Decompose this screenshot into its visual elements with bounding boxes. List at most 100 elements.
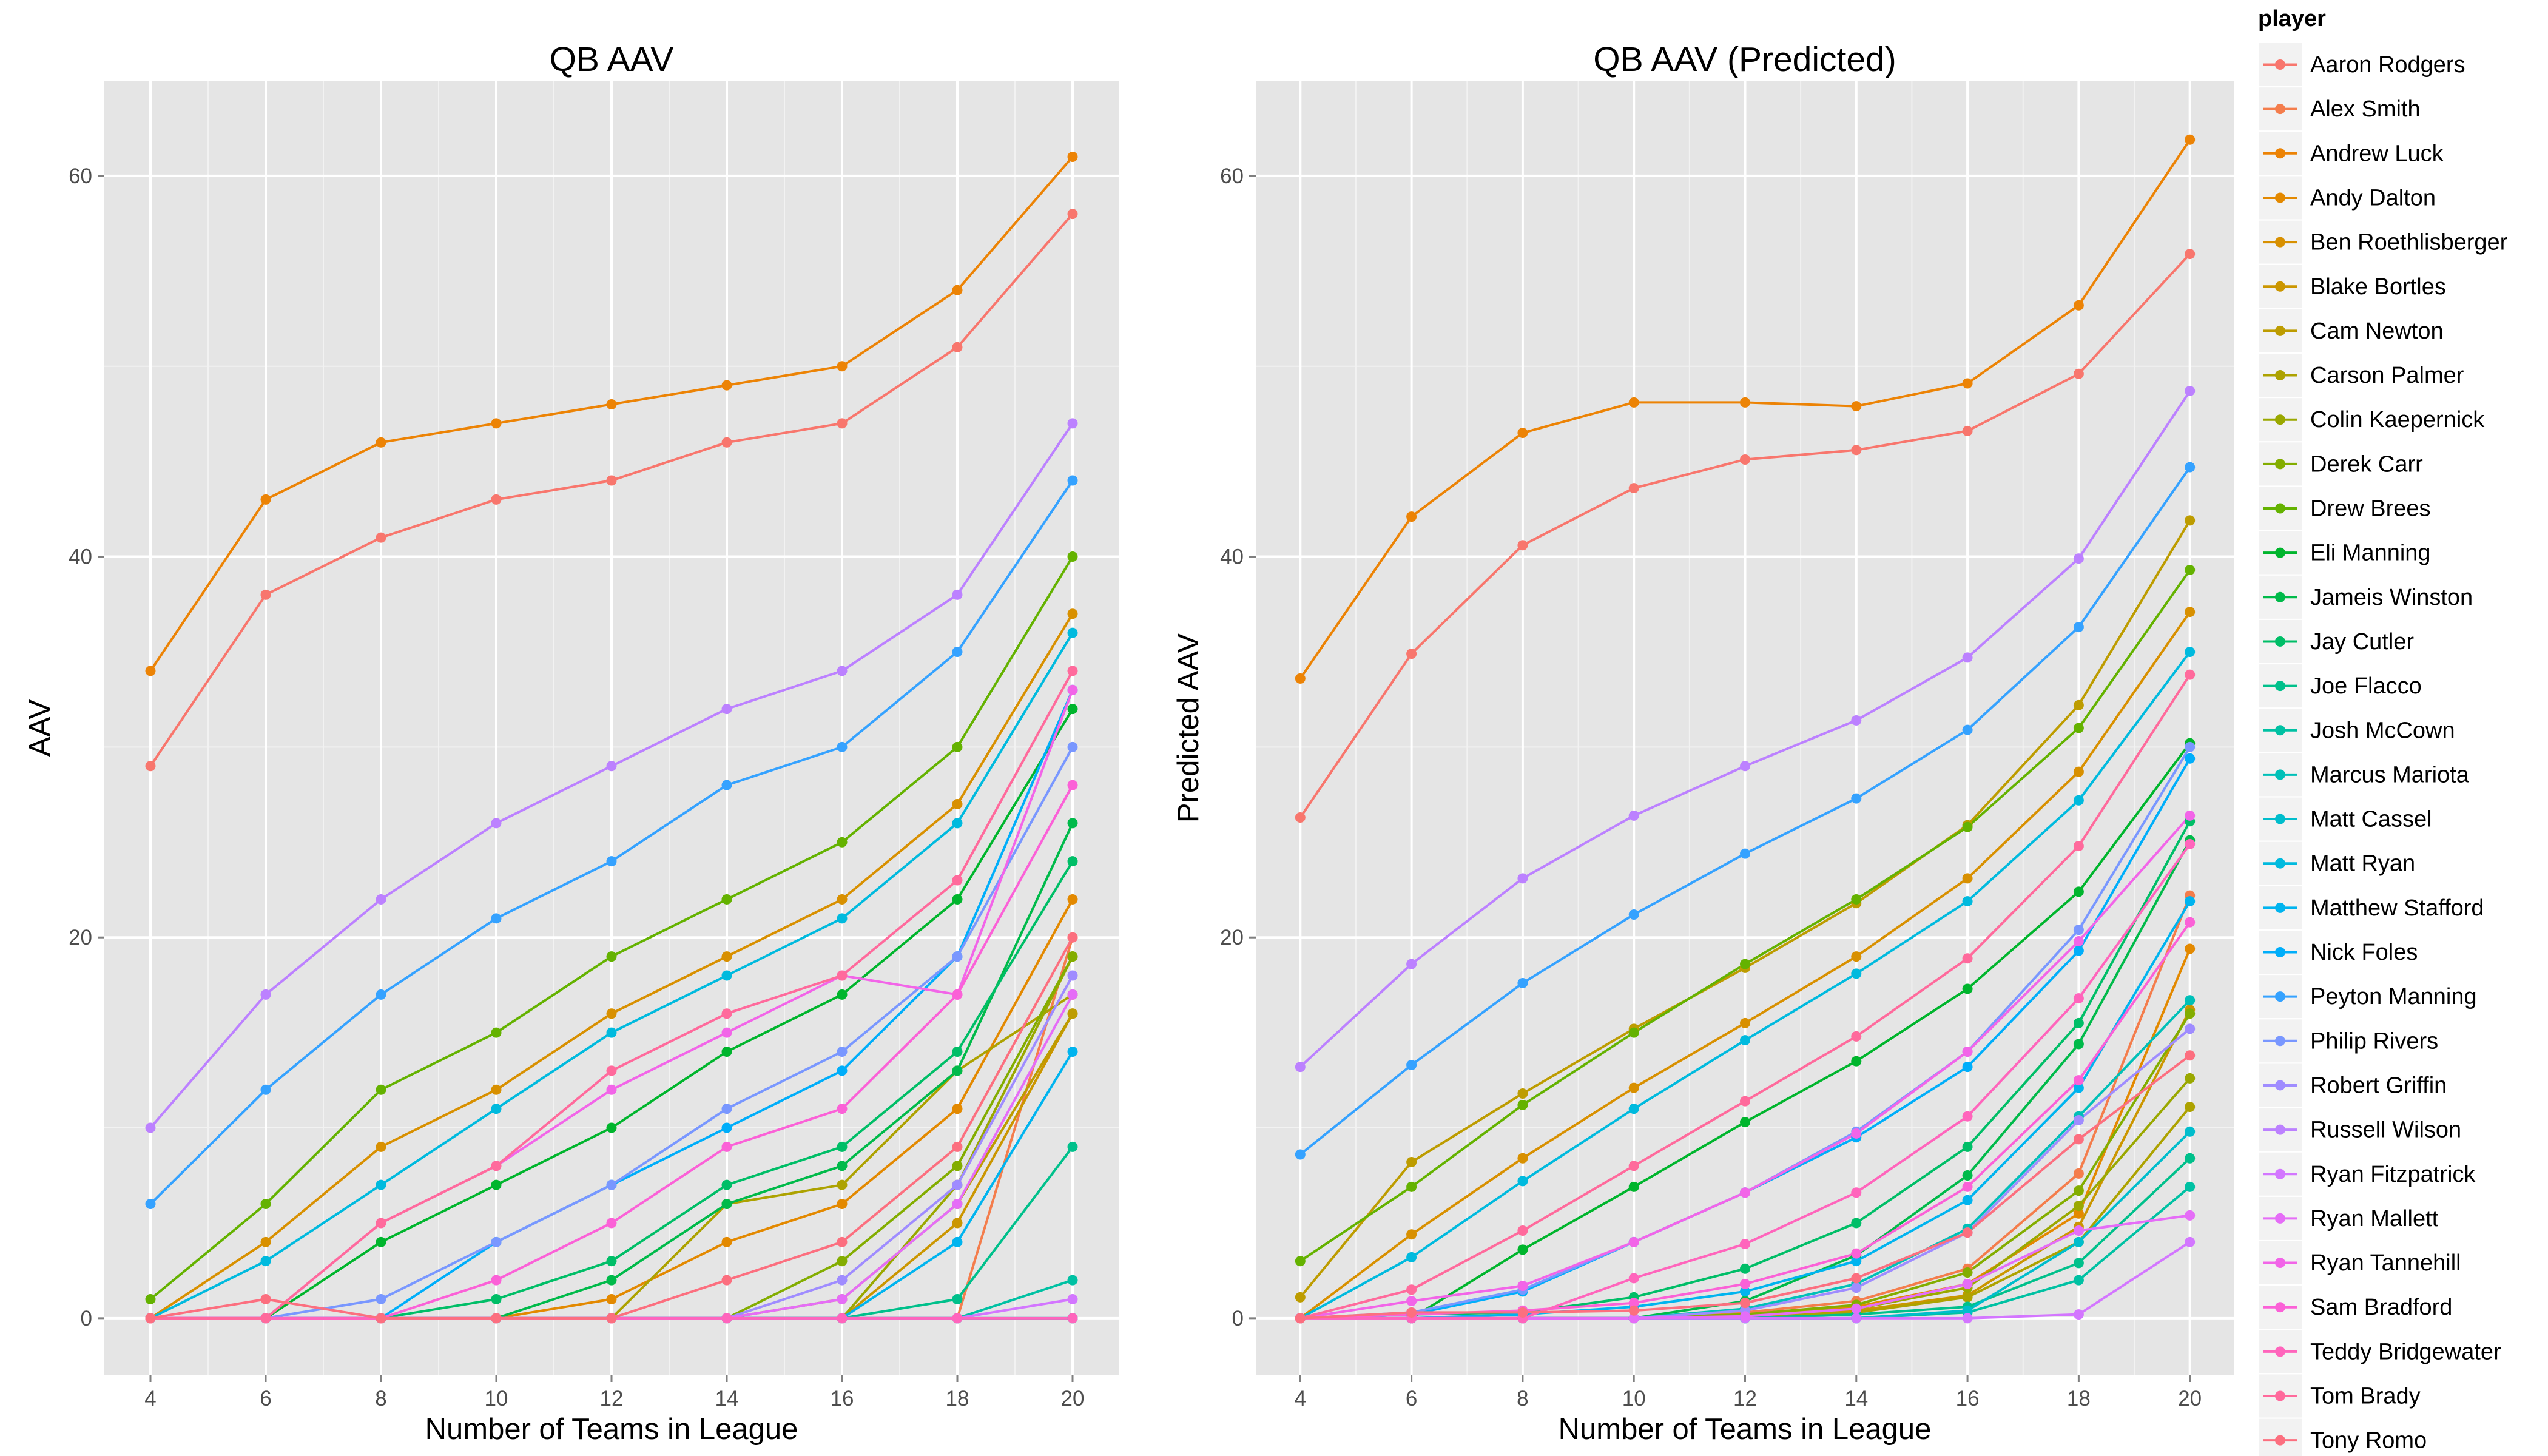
data-point — [1517, 1307, 1528, 1318]
data-point — [2073, 723, 2084, 733]
legend-key-point — [2275, 1036, 2285, 1046]
data-point — [145, 761, 156, 772]
legend-item: Ben Roethlisberger — [2257, 219, 2508, 265]
legend-key-point — [2275, 814, 2285, 824]
data-point — [1517, 428, 1528, 439]
data-point — [721, 1199, 732, 1210]
data-point — [1962, 953, 1973, 964]
data-point — [1067, 475, 1078, 486]
data-point — [2185, 1236, 2196, 1247]
data-point — [491, 1275, 502, 1286]
legend-label: Alex Smith — [2310, 96, 2421, 122]
data-point — [606, 1256, 617, 1267]
data-point — [837, 837, 848, 848]
data-point — [1517, 1281, 1528, 1292]
x-tick-label: 10 — [485, 1387, 508, 1410]
legend-item: Teddy Bridgewater — [2257, 1329, 2501, 1375]
data-point — [2073, 1168, 2084, 1179]
data-point — [1406, 1284, 1417, 1295]
data-point — [606, 1065, 617, 1076]
data-point — [2185, 943, 2196, 954]
data-point — [1962, 896, 1973, 907]
data-point — [1851, 1031, 1862, 1042]
data-point — [376, 1218, 386, 1228]
data-point — [1851, 1218, 1862, 1228]
y-tick-label: 40 — [1220, 545, 1244, 569]
data-point — [1962, 724, 1973, 735]
y-tick-label: 20 — [69, 926, 92, 949]
data-point — [1740, 1238, 1750, 1249]
data-point — [952, 741, 963, 752]
data-point — [1517, 873, 1528, 884]
data-point — [1406, 1181, 1417, 1192]
x-axis-label: Number of Teams in League — [1559, 1413, 1932, 1446]
data-point — [2185, 1050, 2196, 1061]
data-point — [1962, 1195, 1973, 1205]
data-point — [1628, 1082, 1639, 1093]
data-point — [2185, 669, 2196, 680]
data-point — [721, 894, 732, 905]
y-tick-label: 0 — [1232, 1307, 1244, 1330]
legend-key-point — [2275, 414, 2285, 425]
data-point — [721, 437, 732, 448]
data-point — [491, 1084, 502, 1095]
legend-label: Sam Bradford — [2310, 1295, 2452, 1320]
x-tick-label: 18 — [2067, 1387, 2091, 1410]
legend-label: Nick Foles — [2310, 940, 2418, 965]
legend-item: Andrew Luck — [2257, 130, 2444, 177]
data-point — [260, 989, 271, 1000]
data-point — [1406, 1059, 1417, 1070]
data-point — [260, 1084, 271, 1095]
legend-key-point — [2275, 59, 2285, 70]
data-point — [1067, 666, 1078, 676]
data-point — [606, 1179, 617, 1190]
legend-key-point — [2275, 947, 2285, 957]
data-point — [491, 1313, 502, 1324]
data-point — [1851, 401, 1862, 412]
data-point — [2073, 945, 2084, 956]
y-tick-label: 20 — [1220, 926, 1244, 949]
data-point — [2073, 1275, 2084, 1286]
data-point — [837, 1293, 848, 1304]
data-point — [721, 1275, 732, 1286]
data-point — [2073, 1309, 2084, 1320]
data-point — [1962, 1170, 1973, 1181]
data-point — [837, 1236, 848, 1247]
legend-item: Josh McCown — [2257, 707, 2455, 753]
legend-label: Matthew Stafford — [2310, 895, 2484, 921]
legend-title: player — [2258, 6, 2326, 32]
data-point — [2185, 1153, 2196, 1164]
data-point — [1628, 1236, 1639, 1247]
legend-key-point — [2275, 148, 2285, 159]
legend-label: Philip Rivers — [2310, 1028, 2438, 1054]
data-point — [1851, 1282, 1862, 1293]
data-point — [1628, 1027, 1639, 1038]
data-point — [952, 894, 963, 905]
data-point — [1851, 894, 1862, 905]
data-point — [1962, 425, 1973, 436]
data-point — [2073, 1236, 2084, 1247]
data-point — [1295, 1256, 1306, 1267]
data-point — [1851, 1256, 1862, 1267]
x-tick-label: 16 — [1956, 1387, 1980, 1410]
data-point — [1851, 793, 1862, 804]
data-point — [1962, 1111, 1973, 1122]
data-point — [1517, 1225, 1528, 1236]
y-axis-label: Predicted AAV — [1172, 633, 1205, 823]
data-point — [721, 1236, 732, 1247]
data-point — [491, 1293, 502, 1304]
legend-key-point — [2275, 459, 2285, 470]
data-point — [2073, 1114, 2084, 1125]
data-point — [1962, 1292, 1973, 1303]
data-point — [2185, 995, 2196, 1006]
data-point — [1067, 856, 1078, 867]
data-point — [837, 1275, 848, 1286]
data-point — [721, 1046, 732, 1057]
legend-label: Ryan Mallett — [2310, 1206, 2439, 1232]
data-point — [1962, 1267, 1973, 1278]
data-point — [1517, 1099, 1528, 1110]
data-point — [1406, 1252, 1417, 1262]
data-point — [145, 1293, 156, 1304]
data-point — [2073, 1208, 2084, 1219]
data-point — [2185, 896, 2196, 907]
